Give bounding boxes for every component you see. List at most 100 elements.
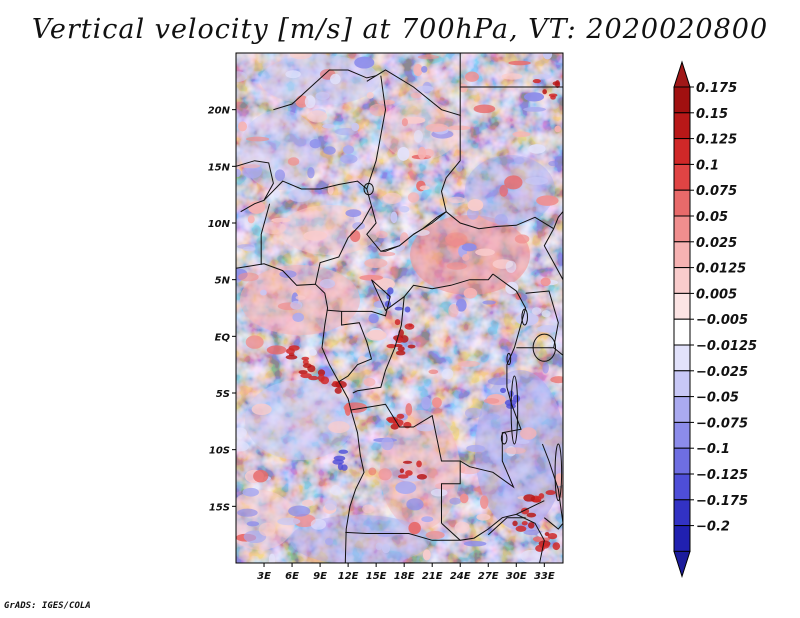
downdraft-cell [532, 74, 552, 80]
lat-tick-label: 5N [215, 276, 231, 287]
updraft-region [280, 205, 380, 255]
colorbar: 0.175 0.15 0.125 0.1 0.075 0.05 0.025 0.0125 0.0… [673, 60, 757, 579]
strong-downdraft-cell [512, 394, 521, 403]
updraft-cell [373, 277, 395, 291]
updraft-cell [375, 230, 388, 239]
velocity-field [236, 53, 563, 563]
downdraft-cell [416, 424, 435, 432]
updraft-cell [368, 467, 377, 476]
downdraft-cell [513, 157, 525, 165]
lon-tick-label: 30E [506, 571, 527, 582]
lat-tick-label: 5S [216, 389, 230, 400]
updraft-cell [251, 403, 272, 416]
lon-tick-label: 18E [394, 571, 415, 582]
updraft-cell [287, 157, 300, 166]
downdraft-cell [463, 540, 487, 547]
downdraft-cell [494, 214, 508, 226]
updraft-cell [401, 118, 408, 127]
downdraft-cell [319, 278, 336, 289]
downdraft-cell [324, 499, 337, 511]
border-drc-angola [350, 403, 461, 524]
updraft-cell [503, 447, 526, 455]
updraft-cell [550, 376, 563, 384]
colorbar-label: 0.175 [696, 81, 737, 96]
downdraft-region [465, 155, 555, 225]
colorbar-label: −0.125 [696, 468, 748, 483]
downdraft-cell [430, 488, 448, 497]
updraft-cell [473, 104, 496, 114]
downdraft-cell [528, 560, 539, 563]
downdraft-cell [397, 147, 410, 161]
border-gabon-congo [338, 311, 373, 383]
lon-tick-label: 9E [313, 571, 327, 582]
colorbar-segment [673, 396, 691, 423]
colorbar-segment [673, 499, 691, 527]
colorbar-segment [673, 267, 691, 294]
updraft-cell [408, 521, 421, 535]
border-niger-algeria [273, 69, 377, 111]
downdraft-cell [368, 313, 379, 324]
downdraft-cell [515, 439, 530, 445]
updraft-cell [262, 221, 286, 235]
colorbar-segment [673, 318, 691, 346]
downdraft-cell [330, 484, 341, 496]
updraft-cell [307, 110, 328, 123]
strong-updraft-cell [527, 522, 535, 529]
strong-downdraft-cell [500, 387, 507, 394]
strong-updraft-cell [416, 460, 422, 468]
downdraft-cell [520, 549, 542, 563]
strong-updraft-cell [542, 89, 547, 95]
updraft-cell [349, 229, 361, 243]
strong-updraft-cell [302, 363, 312, 369]
updraft-cell [425, 123, 449, 132]
updraft-cell [476, 513, 491, 521]
downdraft-cell [395, 481, 417, 495]
lon-tick-label: 3E [257, 571, 271, 582]
strong-updraft-cell [416, 474, 428, 480]
downdraft-cell [292, 312, 305, 322]
updraft-cell [378, 251, 396, 257]
border-nigeria-benin [260, 203, 271, 265]
downdraft-cell [399, 205, 410, 213]
updraft-cell [378, 468, 392, 481]
strong-updraft-cell [394, 319, 401, 326]
downdraft-cell [523, 107, 546, 112]
downdraft-cell [236, 427, 247, 438]
updraft-region [410, 215, 530, 295]
lake-malawi [554, 443, 563, 502]
colorbar-bottom-arrow [673, 550, 691, 579]
downdraft-cell [483, 413, 501, 420]
downdraft-cell [466, 444, 486, 453]
border-sudan-ethiopia [553, 177, 563, 229]
colorbar-segment [673, 86, 691, 114]
strong-updraft-cell [397, 474, 409, 479]
updraft-region [380, 410, 460, 530]
border-car-chad [380, 211, 447, 252]
updraft-cell [362, 504, 375, 514]
lat-tick-label: EQ [215, 332, 231, 343]
updraft-cell [425, 531, 445, 540]
updraft-cell [328, 421, 350, 434]
strong-downdraft-cell [337, 462, 344, 471]
updraft-cell [454, 521, 470, 534]
colorbar-segment [673, 292, 691, 320]
updraft-cell [382, 192, 402, 204]
lat-tick-label: 15N [208, 162, 231, 173]
colorbar-segment [673, 215, 691, 243]
downdraft-cell [345, 209, 362, 218]
colorbar-label: 0.1 [696, 158, 719, 173]
colorbar-label: 0.15 [696, 107, 728, 122]
colorbar-label: 0.075 [696, 184, 737, 199]
strong-updraft-cell [407, 344, 416, 349]
strong-updraft-cell [515, 525, 527, 532]
updraft-cell [446, 262, 467, 270]
updraft-cell [458, 83, 468, 93]
downdraft-cell [309, 349, 317, 356]
strong-updraft-cell [552, 542, 561, 551]
lake-albert [521, 308, 528, 326]
downdraft-cell [323, 146, 336, 155]
strong-updraft-cell [405, 470, 413, 476]
downdraft-cell [455, 298, 467, 312]
updraft-cell [327, 183, 334, 195]
strong-updraft-cell [301, 356, 310, 361]
